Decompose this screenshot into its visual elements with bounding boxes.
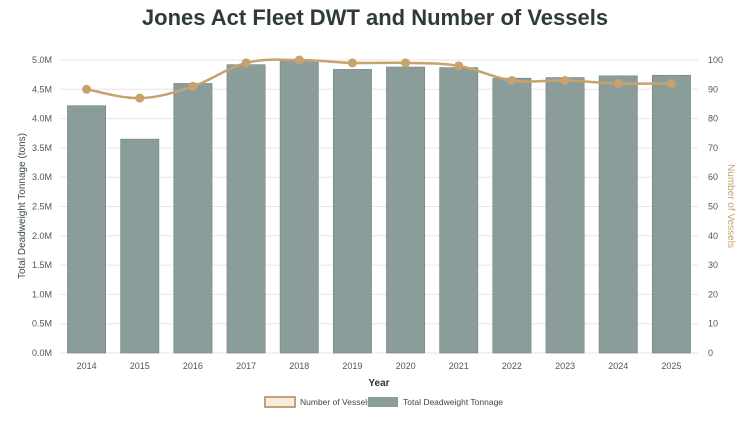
bar-2020[interactable] (386, 66, 426, 354)
bar-2014[interactable] (67, 105, 107, 354)
x-tick-label: 2025 (661, 361, 681, 371)
right-tick-label: 50 (708, 202, 718, 212)
grid-lines (60, 59, 698, 354)
right-axis-title: Number of Vessels (725, 164, 736, 248)
x-tick-label: 2022 (502, 361, 522, 371)
legend: Number of Vessels Total Deadweight Tonna… (264, 396, 503, 408)
legend-label-dwt: Total Deadweight Tonnage (403, 397, 503, 407)
x-tick-label: 2020 (396, 361, 416, 371)
left-tick-label: 1.5M (32, 260, 52, 270)
bar-2018[interactable] (279, 59, 319, 354)
left-tick-label: 3.0M (32, 172, 52, 182)
right-tick-label: 100 (708, 55, 723, 65)
left-tick-label: 0.0M (32, 348, 52, 358)
vessels-point-2021[interactable] (454, 61, 464, 71)
bar-2021[interactable] (439, 67, 479, 354)
left-axis-ticks: 0.0M 0.5M 1.0M 1.5M 2.0M 2.5M 3.0M 3.5M 4.0M 4.5M… (32, 55, 52, 358)
left-tick-label: 2.5M (32, 202, 52, 212)
bar-2024[interactable] (598, 75, 638, 354)
x-tick-label: 2021 (449, 361, 469, 371)
x-tick-label: 2015 (130, 361, 150, 371)
bar-series (67, 59, 691, 354)
vessels-point-2019[interactable] (347, 58, 357, 68)
bar-2015[interactable] (120, 138, 160, 354)
legend-label-vessels: Number of Vessels (300, 397, 371, 407)
x-tick-label: 2014 (77, 361, 97, 371)
left-tick-label: 2.0M (32, 231, 52, 241)
x-tick-label: 2017 (236, 361, 256, 371)
right-tick-label: 90 (708, 84, 718, 94)
left-tick-label: 4.0M (32, 114, 52, 124)
bar-2022[interactable] (492, 77, 532, 354)
right-tick-label: 30 (708, 260, 718, 270)
vessels-point-2022[interactable] (507, 76, 517, 86)
x-tick-label: 2024 (608, 361, 628, 371)
right-axis-ticks: 0 10 20 30 40 50 60 70 80 90 100 (708, 55, 723, 358)
vessels-point-2017[interactable] (241, 58, 251, 68)
vessels-point-2025[interactable] (666, 78, 676, 88)
left-tick-label: 1.0M (32, 289, 52, 299)
vessels-point-2018[interactable] (294, 55, 304, 65)
bar-2025[interactable] (651, 74, 691, 354)
right-tick-label: 20 (708, 289, 718, 299)
legend-swatch-dwt[interactable] (368, 397, 398, 407)
left-tick-label: 0.5M (32, 319, 52, 329)
bar-2016[interactable] (173, 83, 213, 354)
chart-title: Jones Act Fleet DWT and Number of Vessel… (142, 5, 608, 30)
x-tick-label: 2016 (183, 361, 203, 371)
vessels-line (86, 58, 672, 100)
x-axis-ticks: 2014 2015 2016 2017 2018 2019 2020 2021 2022 2023… (77, 361, 682, 371)
x-tick-label: 2019 (342, 361, 362, 371)
right-tick-label: 40 (708, 231, 718, 241)
right-tick-label: 0 (708, 348, 713, 358)
vessels-point-2014[interactable] (82, 84, 92, 94)
vessels-point-2015[interactable] (135, 93, 145, 103)
vessels-point-2016[interactable] (188, 81, 198, 91)
left-tick-label: 3.5M (32, 143, 52, 153)
x-tick-label: 2023 (555, 361, 575, 371)
vessels-point-2023[interactable] (560, 76, 570, 86)
vessels-point-2024[interactable] (613, 78, 623, 88)
right-tick-label: 70 (708, 143, 718, 153)
bar-2019[interactable] (332, 69, 372, 354)
x-tick-label: 2018 (289, 361, 309, 371)
bar-2023[interactable] (545, 77, 585, 354)
x-axis-title: Year (368, 378, 389, 389)
right-tick-label: 60 (708, 172, 718, 182)
vessels-point-2020[interactable] (401, 58, 411, 68)
left-tick-label: 5.0M (32, 55, 52, 65)
left-axis-title: Total Deadweight Tonnage (tons) (17, 133, 28, 279)
bar-2017[interactable] (226, 64, 266, 354)
right-tick-label: 10 (708, 319, 718, 329)
left-tick-label: 4.5M (32, 84, 52, 94)
legend-swatch-vessels[interactable] (264, 396, 296, 408)
right-tick-label: 80 (708, 114, 718, 124)
line-series (82, 55, 676, 103)
